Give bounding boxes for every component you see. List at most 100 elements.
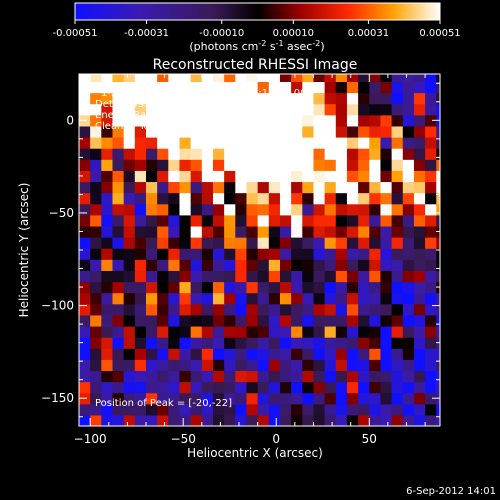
heatmap-cell [302, 270, 315, 283]
heatmap-cell [369, 125, 382, 138]
heatmap-cell [413, 281, 426, 294]
heatmap-cell [123, 214, 136, 227]
heatmap-cell [246, 270, 259, 283]
heatmap-cell [101, 192, 114, 205]
heatmap-cell [335, 348, 348, 360]
heatmap-cell [291, 337, 303, 349]
heatmap-cells [79, 74, 440, 426]
heatmap-cell [168, 314, 181, 327]
heatmap-cell [279, 203, 292, 216]
heatmap-cell [302, 292, 315, 305]
heatmap-cell [90, 359, 102, 372]
heatmap-cell [335, 392, 348, 405]
heatmap-cell [413, 292, 426, 305]
heatmap-cell [391, 337, 404, 349]
heatmap-cell [224, 203, 236, 216]
heatmap-cell [302, 92, 315, 105]
colorbar-tick-label: -0.00010 [199, 28, 244, 39]
heatmap-cell [324, 159, 337, 171]
heatmap-cell [79, 325, 91, 338]
heatmap-cell [324, 103, 337, 116]
heatmap-cell [224, 125, 236, 138]
heatmap-cell [157, 225, 169, 238]
heatmap-cell [168, 292, 181, 305]
heatmap-cell [335, 81, 348, 94]
heatmap-cell [90, 125, 102, 138]
heatmap-cell [168, 192, 181, 205]
heatmap-cell [279, 370, 292, 383]
heatmap-cell [90, 392, 102, 405]
heatmap-cell [268, 148, 281, 160]
heatmap-cell [279, 248, 292, 260]
heatmap-cell [246, 74, 259, 83]
heatmap-cell [402, 170, 415, 183]
heatmap-cell [79, 192, 91, 205]
heatmap-cell [157, 81, 169, 94]
heatmap-cell [346, 148, 359, 160]
heatmap-cell [391, 281, 404, 294]
heatmap-cell [157, 414, 169, 426]
heatmap-cell [369, 303, 382, 316]
heatmap-cell [425, 248, 437, 260]
heatmap-cell [101, 203, 114, 216]
heatmap-cell [190, 259, 203, 271]
heatmap-cell [425, 414, 437, 426]
heatmap-cell [324, 370, 337, 383]
heatmap-cell [123, 414, 136, 426]
heatmap-cell [190, 114, 203, 127]
heatmap-cell [224, 270, 236, 283]
heatmap-cell [425, 103, 437, 116]
heatmap-cell [101, 292, 114, 305]
heatmap-cell [358, 225, 370, 238]
heatmap-cell [145, 292, 158, 305]
heatmap-cell [257, 314, 270, 327]
heatmap-cell [291, 259, 303, 271]
heatmap-cell [380, 303, 393, 316]
heatmap-cell [246, 136, 259, 149]
heatmap-cell [145, 192, 158, 205]
heatmap-cell [224, 292, 236, 305]
heatmap-cell [413, 392, 426, 405]
heatmap-cell [302, 74, 315, 83]
heatmap-cell [391, 370, 404, 383]
heatmap-cell [101, 114, 114, 127]
heatmap-cell [313, 103, 326, 116]
heatmap-cell [168, 81, 181, 94]
heatmap-cell [380, 225, 393, 238]
heatmap-cell [346, 270, 359, 283]
heatmap-cell [313, 92, 326, 105]
heatmap-cell [302, 248, 315, 260]
heatmap-cell [302, 348, 315, 360]
heatmap-cell [212, 281, 225, 294]
heatmap-cell [391, 403, 404, 416]
heatmap-cell [123, 225, 136, 238]
heatmap-cell [346, 114, 359, 127]
heatmap-cell [268, 181, 281, 194]
heatmap-cell [79, 314, 91, 327]
heatmap-cell [79, 237, 91, 249]
heatmap-cell [79, 74, 91, 83]
heatmap-cell [335, 237, 348, 249]
heatmap-cell [257, 370, 270, 383]
heatmap-cell [157, 159, 169, 171]
heatmap-cell [291, 403, 303, 416]
heatmap-cell [190, 370, 203, 383]
heatmap-cell [391, 237, 404, 249]
heatmap-cell [313, 74, 326, 83]
heatmap-cell [324, 225, 337, 238]
heatmap-cell [402, 281, 415, 294]
heatmap-cell [145, 314, 158, 327]
heatmap-cell [179, 170, 192, 183]
heatmap-cell [335, 270, 348, 283]
heatmap-cell [425, 125, 437, 138]
heatmap-cell [413, 348, 426, 360]
heatmap-cell [324, 248, 337, 260]
heatmap-cell [201, 159, 214, 171]
heatmap-cell [157, 74, 169, 83]
heatmap-cell [380, 170, 393, 183]
heatmap-cell [268, 337, 281, 349]
heatmap-cell [246, 414, 259, 426]
heatmap-cell [134, 314, 147, 327]
y-axis-label: Heliocentric Y (arcsec) [17, 183, 31, 318]
heatmap-cell [335, 136, 348, 149]
